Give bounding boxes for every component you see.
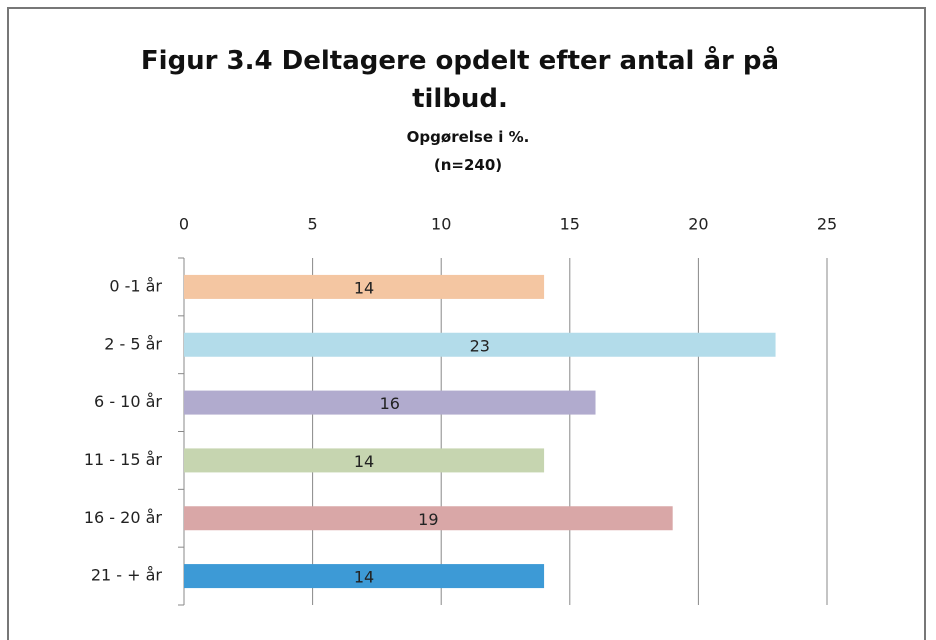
x-tick-label: 25 [817, 215, 837, 234]
y-tick-label: 0 -1 år [109, 276, 162, 295]
data-label: 19 [418, 510, 438, 529]
bar [184, 564, 545, 589]
bar [184, 390, 596, 415]
chart-subtitle: Opgørelse i %. [406, 128, 530, 146]
y-tick-label: 16 - 20 år [84, 508, 163, 527]
data-label: 23 [470, 336, 490, 355]
chart-frame [7, 7, 926, 640]
x-tick-label: 0 [179, 215, 189, 234]
bar [184, 506, 673, 531]
data-label: 16 [380, 394, 400, 413]
x-tick-label: 5 [308, 215, 318, 234]
data-label: 14 [354, 452, 374, 471]
data-label: 14 [354, 278, 374, 297]
x-tick-label: 15 [560, 215, 580, 234]
y-tick-label: 6 - 10 år [94, 392, 162, 411]
y-tick-label: 21 - + år [91, 566, 163, 585]
bar [184, 274, 545, 299]
bar [184, 448, 545, 473]
chart-title: Figur 3.4 Deltagere opdelt efter antal å… [140, 46, 780, 114]
y-tick-label: 2 - 5 år [104, 334, 162, 353]
chart-note: (n=240) [433, 156, 503, 174]
x-tick-label: 10 [431, 215, 451, 234]
bar [184, 332, 776, 357]
data-label: 14 [354, 568, 374, 587]
x-tick-label: 20 [688, 215, 708, 234]
y-tick-label: 11 - 15 år [84, 450, 163, 469]
